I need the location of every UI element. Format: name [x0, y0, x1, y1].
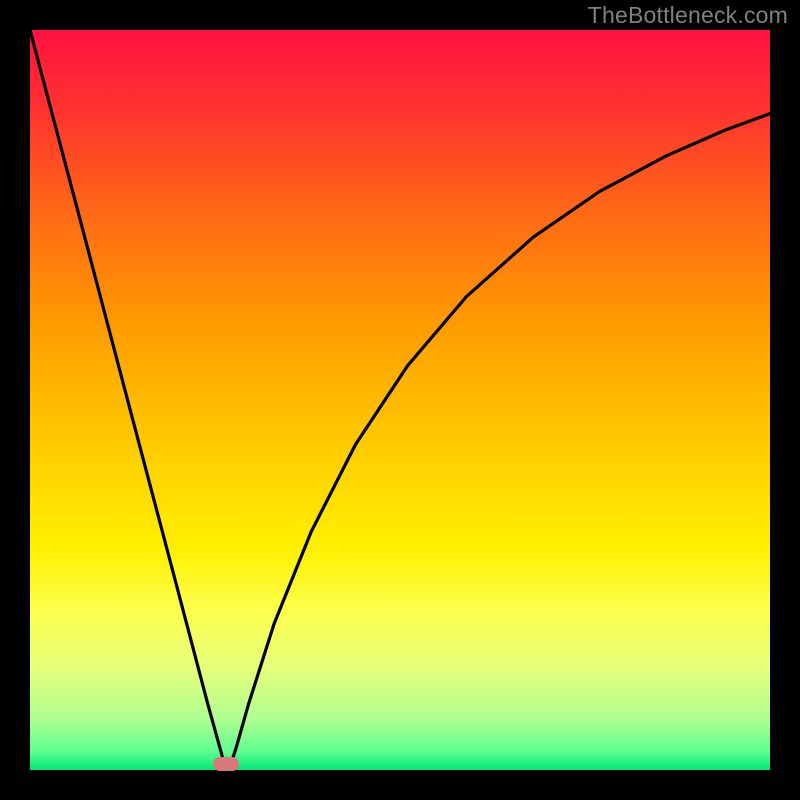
plot-area [30, 30, 770, 770]
curve-svg [30, 30, 770, 770]
chart-container: TheBottleneck.com [0, 0, 800, 800]
curve-left-path [30, 30, 226, 768]
watermark-text: TheBottleneck.com [588, 2, 788, 29]
curve-right-path [229, 114, 770, 768]
minimum-marker [213, 757, 239, 771]
